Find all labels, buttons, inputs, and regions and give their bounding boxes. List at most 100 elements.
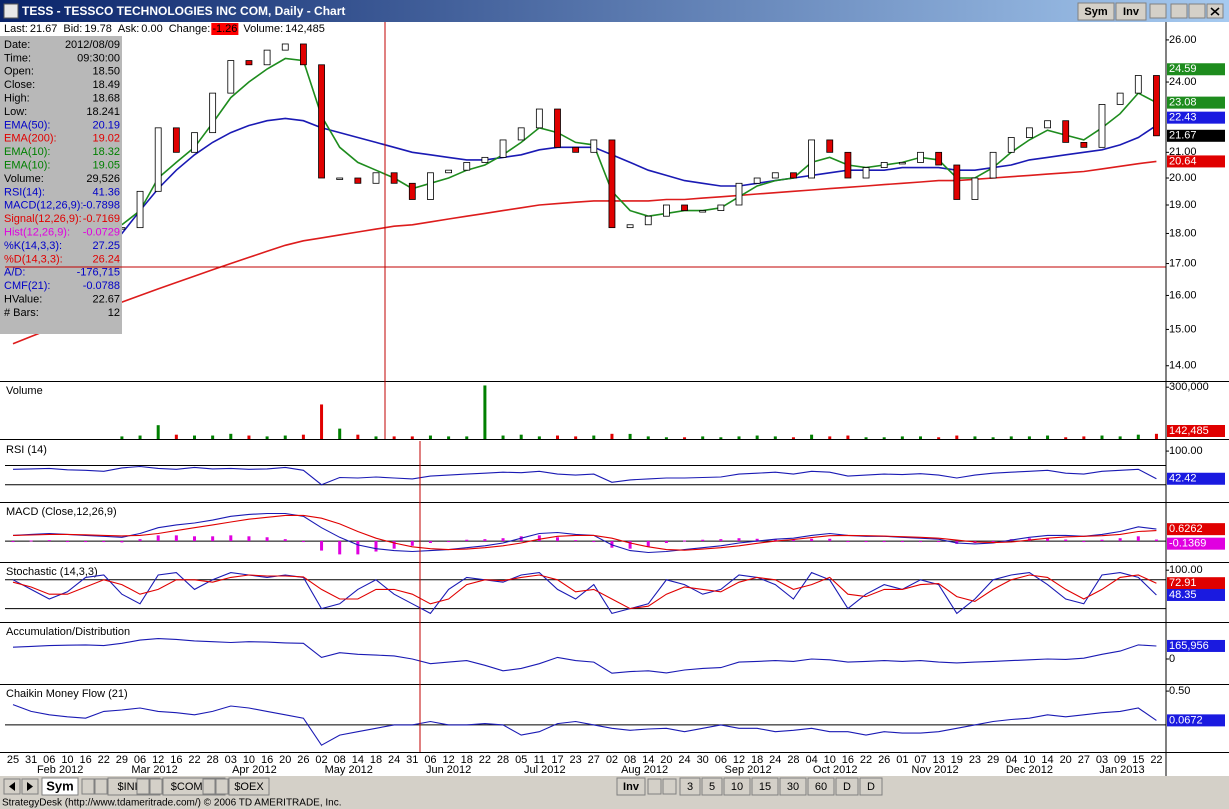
candle bbox=[1080, 141, 1088, 148]
interval-tab-label[interactable]: 3 bbox=[687, 781, 693, 793]
candle bbox=[1134, 75, 1142, 94]
minimize-button[interactable] bbox=[1170, 3, 1188, 19]
bar bbox=[283, 435, 287, 439]
data-value: 18.68 bbox=[92, 93, 120, 105]
interval-tab[interactable] bbox=[723, 777, 751, 796]
y-tick-label: 0.50 bbox=[1169, 685, 1190, 697]
detach-button[interactable] bbox=[1149, 3, 1167, 19]
bar bbox=[846, 541, 850, 543]
data-label: Signal(12,26,9): bbox=[4, 213, 82, 225]
tab-scroll[interactable] bbox=[136, 778, 150, 795]
x-tick-label: 22 bbox=[188, 754, 200, 766]
quote-label: Change: bbox=[169, 23, 211, 35]
tab-scroll[interactable] bbox=[94, 778, 108, 795]
bar bbox=[465, 539, 469, 542]
inv-button-label[interactable]: Inv bbox=[623, 781, 640, 793]
quote-label: Bid: bbox=[63, 23, 82, 35]
interval-tab-label[interactable]: 10 bbox=[731, 781, 743, 793]
inv-button-label[interactable]: Inv bbox=[1123, 6, 1140, 18]
bar bbox=[174, 535, 178, 542]
symbol-tab[interactable] bbox=[41, 777, 79, 796]
bar bbox=[1082, 541, 1086, 543]
sym-button[interactable] bbox=[1077, 2, 1115, 21]
x-tick-label: 20 bbox=[279, 754, 291, 766]
interval-tab[interactable] bbox=[807, 777, 835, 796]
bar bbox=[919, 436, 922, 439]
interval-tab[interactable] bbox=[701, 777, 723, 796]
candle bbox=[408, 182, 416, 200]
value-badge-label: 142,485 bbox=[1169, 425, 1209, 437]
x-tick-label: 22 bbox=[860, 754, 872, 766]
quote-value: 142,485 bbox=[285, 23, 325, 35]
candle bbox=[681, 204, 688, 211]
bar bbox=[556, 537, 559, 542]
candle bbox=[172, 127, 180, 153]
bar bbox=[138, 539, 142, 542]
bar bbox=[29, 540, 33, 542]
maximize-button[interactable] bbox=[1188, 3, 1206, 19]
quote-label: Ask: bbox=[118, 23, 139, 35]
candle bbox=[826, 139, 834, 153]
interval-tab-label[interactable]: 60 bbox=[815, 781, 827, 793]
interval-tab-label[interactable]: 30 bbox=[787, 781, 799, 793]
bar bbox=[574, 436, 578, 439]
sym-button-label[interactable]: Sym bbox=[1084, 6, 1107, 18]
symbol-tab-label[interactable]: Sym bbox=[46, 778, 73, 793]
status-text: StrategyDesk (http://www.tdameritrade.co… bbox=[2, 798, 342, 809]
x-tick-label: 24 bbox=[769, 754, 781, 766]
candle bbox=[735, 182, 743, 206]
bar bbox=[320, 541, 324, 551]
data-value: 20.19 bbox=[92, 119, 120, 131]
interval-tab[interactable] bbox=[779, 777, 807, 796]
tab-scroll[interactable] bbox=[202, 778, 216, 795]
y-tick-label: 26.00 bbox=[1169, 34, 1197, 46]
x-tick-label: 12 bbox=[733, 754, 745, 766]
bar bbox=[1082, 436, 1086, 439]
window-title: TESS - TESSCO TECHNOLOGIES INC COM, Dail… bbox=[22, 4, 345, 18]
bar bbox=[265, 436, 269, 439]
bar bbox=[229, 433, 233, 439]
x-tick-label: 22 bbox=[98, 754, 110, 766]
bar bbox=[592, 541, 596, 543]
interval-tab[interactable] bbox=[835, 777, 859, 796]
month-label: Dec 2012 bbox=[1006, 764, 1053, 776]
inv-button[interactable] bbox=[1115, 2, 1147, 21]
interval-scroll[interactable] bbox=[662, 778, 677, 795]
interval-scroll[interactable] bbox=[647, 778, 662, 795]
interval-tab[interactable] bbox=[751, 777, 779, 796]
panel-title: RSI (14) bbox=[6, 444, 47, 456]
bar bbox=[65, 541, 69, 543]
y-tick-label: 21.00 bbox=[1169, 146, 1197, 158]
bar bbox=[1118, 538, 1122, 542]
candle bbox=[281, 43, 289, 51]
x-tick-label: 08 bbox=[334, 754, 346, 766]
x-tick-label: 10 bbox=[824, 754, 836, 766]
x-tick-label: 26 bbox=[297, 754, 309, 766]
x-tick-label: 12 bbox=[442, 754, 454, 766]
month-label: Feb 2012 bbox=[37, 764, 83, 776]
interval-tab-label[interactable]: 15 bbox=[759, 781, 771, 793]
data-label: %K(14,3,3): bbox=[4, 240, 62, 252]
interval-tab[interactable] bbox=[859, 777, 883, 796]
symbol-tab[interactable] bbox=[228, 777, 270, 796]
tab-scroll[interactable] bbox=[149, 778, 163, 795]
bar bbox=[773, 436, 777, 439]
interval-tab-label[interactable]: 5 bbox=[709, 781, 715, 793]
symbol-tab-label[interactable]: $OEX bbox=[234, 781, 264, 793]
candle bbox=[245, 60, 253, 66]
x-tick-label: 16 bbox=[261, 754, 273, 766]
bar bbox=[955, 435, 959, 439]
indicator-line bbox=[12, 574, 1157, 610]
tab-scroll[interactable] bbox=[215, 778, 229, 795]
x-tick-label: 06 bbox=[134, 754, 146, 766]
bar bbox=[156, 425, 160, 439]
bar bbox=[937, 541, 941, 543]
indicator-line bbox=[12, 117, 1157, 334]
interval-tab[interactable] bbox=[679, 777, 701, 796]
tab-scroll[interactable] bbox=[81, 778, 95, 795]
interval-tab-label[interactable]: D bbox=[843, 781, 851, 793]
x-tick-label: 03 bbox=[1096, 754, 1108, 766]
value-badge bbox=[1167, 588, 1225, 601]
inv-button[interactable] bbox=[616, 777, 646, 796]
interval-tab-label[interactable]: D bbox=[867, 781, 875, 793]
